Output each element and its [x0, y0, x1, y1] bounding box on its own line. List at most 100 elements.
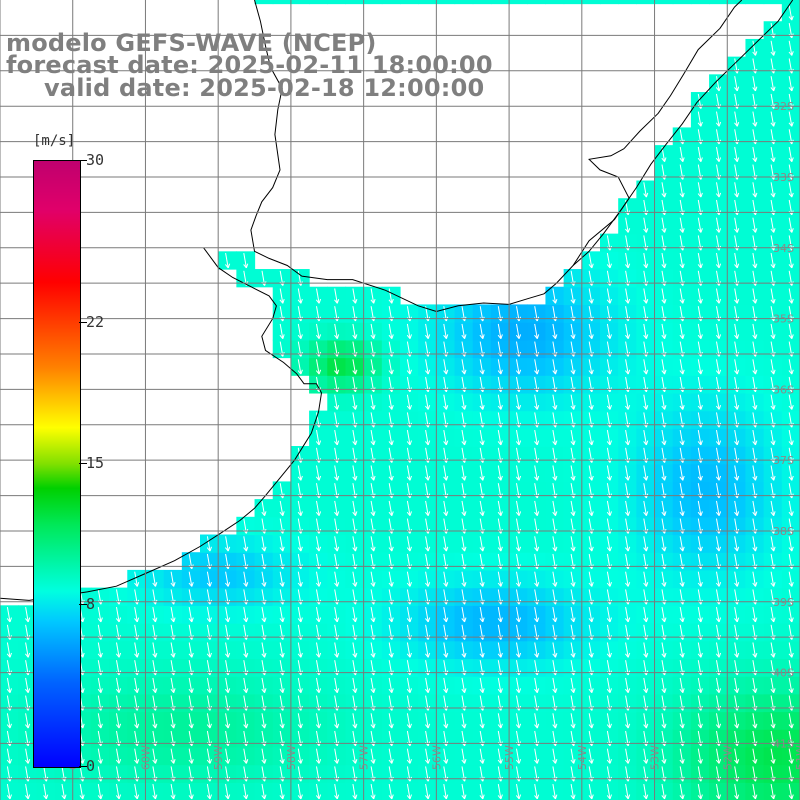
wind-speed-cell — [309, 286, 328, 306]
wind-speed-cell — [727, 322, 747, 341]
wind-speed-cell — [127, 605, 147, 624]
wind-arrow — [388, 359, 394, 375]
wind-speed-cell — [254, 711, 274, 730]
wind-arrow — [461, 642, 467, 658]
wind-arrow — [352, 465, 358, 481]
wind-arrow — [315, 607, 322, 623]
wind-arrow — [370, 571, 376, 587]
wind-speed-cell — [545, 463, 565, 483]
wind-speed-cell — [490, 782, 510, 800]
wind-speed-cell — [454, 640, 474, 660]
wind-speed-cell — [690, 782, 710, 800]
wind-speed-cell — [690, 145, 710, 164]
wind-speed-cell — [581, 463, 601, 483]
colorbar-tick-mark — [79, 321, 87, 323]
wind-speed-cell — [763, 145, 783, 164]
wind-arrow — [279, 288, 285, 304]
wind-arrow — [515, 323, 522, 340]
wind-arrow — [297, 323, 303, 340]
wind-speed-cell — [327, 640, 347, 660]
wind-speed-cell — [254, 640, 274, 660]
wind-arrow — [552, 288, 558, 304]
wind-arrow — [534, 430, 540, 446]
wind-speed-cell — [90, 746, 110, 766]
wind-arrow — [606, 323, 612, 340]
wind-speed-cell — [636, 746, 656, 766]
wind-arrow — [334, 359, 340, 375]
wind-speed-cell — [0, 782, 19, 800]
wind-speed-cell — [727, 499, 747, 518]
wind-speed-cell — [381, 534, 401, 553]
wind-speed-cell — [490, 463, 510, 483]
wind-speed-cell — [363, 0, 383, 5]
longitude-label: 60W — [140, 745, 153, 770]
wind-speed-cell — [727, 711, 747, 730]
wind-speed-cell — [690, 109, 710, 129]
wind-arrow — [679, 571, 685, 587]
wind-speed-cell — [763, 499, 783, 518]
wind-speed-cell — [345, 534, 365, 553]
wind-arrow — [588, 677, 594, 694]
wind-speed-cell — [618, 746, 637, 766]
wind-speed-cell — [327, 782, 347, 800]
wind-arrow — [661, 713, 667, 729]
wind-arrow — [679, 642, 685, 658]
wind-arrow — [388, 713, 394, 729]
wind-speed-cell — [581, 322, 601, 341]
wind-speed-cell — [545, 640, 565, 660]
wind-speed-cell — [545, 392, 565, 412]
wind-speed-cell — [345, 0, 365, 5]
wind-arrow — [443, 323, 449, 340]
wind-arrow — [134, 642, 140, 658]
wind-speed-cell — [654, 145, 674, 164]
wind-arrow — [206, 748, 212, 764]
wind-speed-cell — [763, 251, 783, 270]
wind-arrow — [534, 713, 540, 729]
wind-arrow — [115, 642, 122, 658]
wind-speed-cell — [654, 569, 674, 589]
wind-speed-cell — [472, 605, 492, 624]
wind-arrow — [170, 748, 176, 764]
wind-speed-cell — [600, 640, 619, 660]
wind-speed-cell — [581, 711, 601, 730]
wind-arrow — [352, 430, 358, 446]
wind-arrow — [97, 642, 103, 658]
wind-arrow — [461, 500, 467, 517]
wind-speed-cell — [745, 676, 765, 695]
wind-speed-cell — [436, 746, 456, 766]
wind-arrow — [443, 465, 449, 481]
wind-arrow — [370, 607, 376, 623]
longitude-label: 55W — [503, 745, 516, 770]
wind-speed-cell — [581, 251, 601, 270]
wind-arrow — [497, 642, 503, 658]
wind-arrow — [497, 430, 503, 446]
wind-arrow — [406, 359, 412, 375]
wind-speed-cell — [418, 746, 437, 766]
wind-speed-cell — [381, 428, 401, 447]
wind-arrow — [515, 677, 522, 694]
wind-arrow — [588, 430, 594, 446]
wind-speed-cell — [509, 322, 528, 341]
wind-arrow — [661, 607, 667, 623]
wind-arrow — [297, 607, 303, 623]
wind-speed-cell — [745, 569, 765, 589]
wind-speed-cell — [763, 215, 783, 235]
wind-speed-cell — [618, 463, 637, 483]
wind-speed-cell — [654, 499, 674, 518]
wind-speed-cell — [145, 569, 165, 589]
wind-arrow — [370, 536, 376, 552]
wind-speed-cell — [636, 499, 656, 518]
wind-speed-cell — [309, 711, 328, 730]
longitude-label: 59W — [212, 745, 225, 770]
wind-speed-cell — [272, 286, 292, 306]
wind-arrow — [334, 713, 340, 729]
wind-speed-cell — [309, 605, 328, 624]
wind-speed-cell — [327, 605, 347, 624]
wind-arrow — [588, 288, 594, 304]
wind-arrow — [479, 571, 485, 587]
wind-arrow — [261, 571, 267, 587]
wind-speed-cell — [563, 428, 583, 447]
wind-arrow — [188, 784, 194, 800]
wind-speed-cell — [654, 0, 674, 5]
latitude-label: 35S — [773, 313, 794, 326]
